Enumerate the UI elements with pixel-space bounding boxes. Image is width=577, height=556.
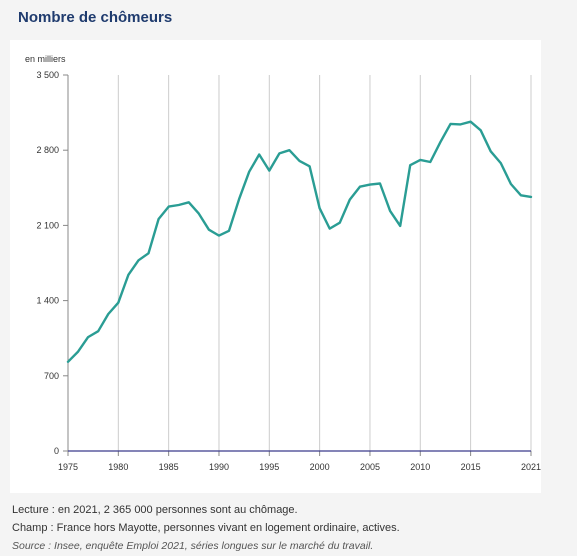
y-axis-unit-label: en milliers (25, 54, 66, 64)
y-tick-label: 2 800 (36, 145, 59, 155)
y-tick-label: 1 400 (36, 296, 59, 306)
x-tick-label: 2005 (360, 462, 380, 472)
y-tick-label: 3 500 (36, 70, 59, 80)
x-tick-label: 1980 (108, 462, 128, 472)
x-tick-label: 2015 (461, 462, 481, 472)
series-line (66, 120, 533, 363)
x-tick-label: 2021 (521, 462, 541, 472)
y-tick-label: 0 (54, 446, 59, 456)
x-tick-label: 1975 (58, 462, 78, 472)
source-note: Source : Insee, enquête Emploi 2021, sér… (12, 540, 374, 552)
x-tick-label: 1995 (259, 462, 279, 472)
chart-notes: Lecture : en 2021, 2 365 000 personnes s… (12, 501, 400, 555)
x-tick-label: 2000 (310, 462, 330, 472)
champ-note: Champ : France hors Mayotte, personnes v… (12, 522, 400, 534)
y-tick-label: 2 100 (36, 220, 59, 230)
x-tick-label: 1990 (209, 462, 229, 472)
chart-title: Nombre de chômeurs (18, 9, 173, 26)
x-tick-label: 2010 (410, 462, 430, 472)
chart-panel: 1975 1980 1985 1990 1995 2000 2005 2010 2015 2021… (10, 40, 541, 493)
y-tick-label: 700 (44, 371, 59, 381)
x-tick-label: 1985 (159, 462, 179, 472)
unemployment-line-chart: 1975 1980 1985 1990 1995 2000 2005 2010 2015 2021… (25, 54, 541, 472)
lecture-note: Lecture : en 2021, 2 365 000 personnes s… (12, 504, 298, 516)
